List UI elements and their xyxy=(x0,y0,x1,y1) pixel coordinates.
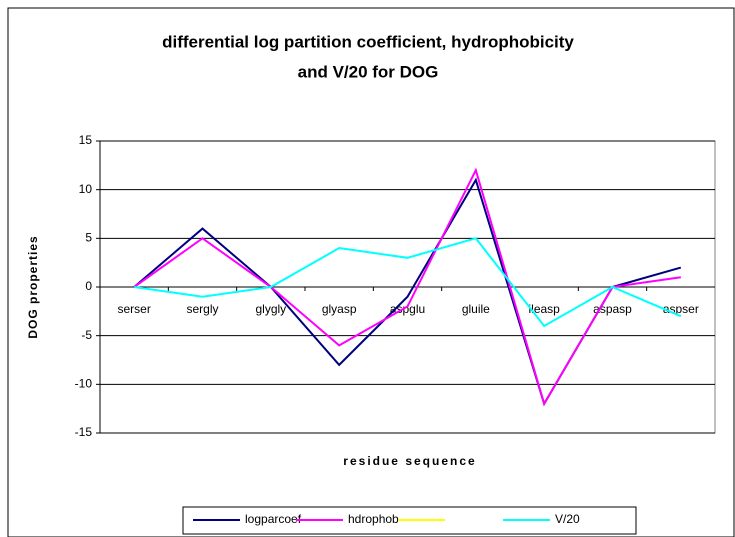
chart-title: and V/20 for DOG xyxy=(298,62,439,81)
y-axis-title: DOG properties xyxy=(26,235,40,338)
x-tick-label: aspser xyxy=(663,302,699,316)
y-tick-label: -5 xyxy=(81,328,92,342)
y-tick-label: 15 xyxy=(79,133,93,147)
legend-label: logparcoef xyxy=(245,512,302,526)
y-tick-label: 0 xyxy=(85,279,92,293)
x-tick-label: glygly xyxy=(255,302,286,316)
x-tick-label: glyasp xyxy=(322,302,357,316)
x-tick-label: gluile xyxy=(462,302,490,316)
x-tick-label: serser xyxy=(117,302,150,316)
legend-label: V/20 xyxy=(555,512,580,526)
series-line xyxy=(134,237,682,328)
x-tick-label: aspasp xyxy=(593,302,632,316)
series-line xyxy=(133,167,681,407)
legend-label: hdrophob xyxy=(348,512,399,526)
y-tick-label: -10 xyxy=(75,377,93,391)
x-tick-label: ileasp xyxy=(528,302,560,316)
y-tick-label: -15 xyxy=(75,425,93,439)
x-axis-title: residue sequence xyxy=(343,454,476,468)
chart-title: differential log partition coefficient, … xyxy=(162,32,574,51)
x-tick-label: sergly xyxy=(186,302,218,316)
y-tick-label: 5 xyxy=(85,231,92,245)
y-tick-label: 10 xyxy=(79,182,93,196)
